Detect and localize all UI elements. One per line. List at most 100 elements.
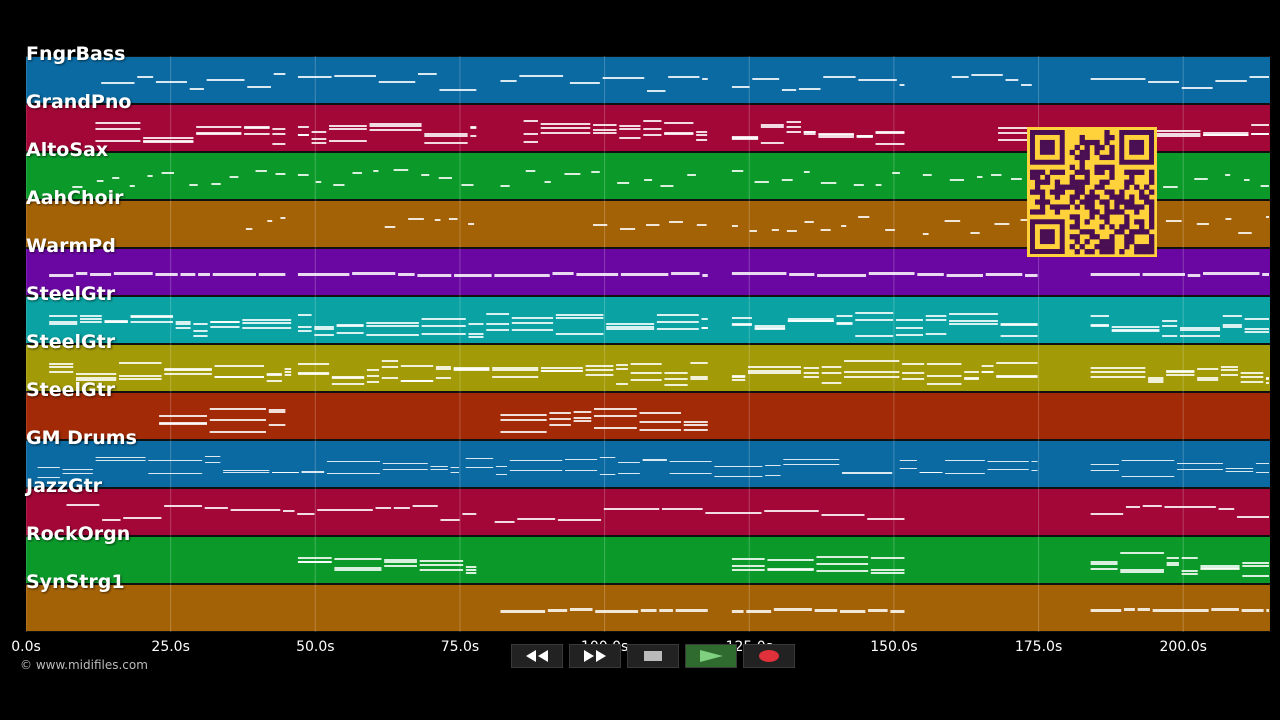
midi-note <box>196 133 242 135</box>
midi-note <box>1225 471 1254 472</box>
midi-note <box>450 467 459 468</box>
midi-note <box>297 330 312 332</box>
midi-note <box>175 323 191 325</box>
midi-note <box>773 608 812 611</box>
midi-note <box>494 274 550 277</box>
midi-note <box>210 321 240 323</box>
midi-note <box>147 175 153 177</box>
midi-note <box>334 567 382 569</box>
midi-note <box>486 313 510 315</box>
midi-note <box>593 415 637 417</box>
midi-note <box>1090 78 1146 80</box>
midi-note <box>500 431 547 433</box>
midi-note <box>899 468 917 469</box>
midi-note <box>557 519 602 521</box>
track-lane <box>26 488 1270 536</box>
midi-note <box>301 472 325 473</box>
midi-note <box>500 414 547 416</box>
midi-note <box>922 174 932 176</box>
midi-note <box>1090 470 1119 471</box>
midi-note <box>1197 377 1219 379</box>
midi-note <box>640 609 657 612</box>
midi-note <box>244 133 270 135</box>
midi-note <box>519 75 564 77</box>
midi-note <box>616 364 628 366</box>
play-button[interactable] <box>685 644 737 668</box>
track-label: RockOrgn <box>26 523 131 545</box>
midi-note <box>1255 472 1269 473</box>
midi-note <box>101 82 135 84</box>
midi-note <box>297 326 312 328</box>
midi-note <box>1162 335 1178 337</box>
midi-note <box>875 131 905 133</box>
midi-note <box>1090 371 1146 373</box>
midi-note <box>1200 565 1240 567</box>
midi-note <box>565 459 598 460</box>
midi-note <box>643 134 662 136</box>
midi-note <box>1251 133 1269 135</box>
midi-note <box>731 324 752 326</box>
midi-note <box>998 132 1050 134</box>
midi-note <box>642 460 667 461</box>
midi-note <box>573 420 592 422</box>
midi-note <box>465 467 494 468</box>
midi-note <box>462 513 477 515</box>
midi-note <box>868 272 915 275</box>
midi-note <box>821 366 842 368</box>
midi-note <box>754 327 786 329</box>
midi-note <box>714 476 763 477</box>
midi-note <box>1165 220 1182 222</box>
midi-note <box>555 333 604 335</box>
fast-forward-icon <box>584 650 606 662</box>
midi-note <box>696 139 708 141</box>
midi-note <box>1240 381 1264 383</box>
midi-note <box>204 456 221 457</box>
midi-note <box>49 323 78 325</box>
midi-note <box>994 223 1010 225</box>
midi-note <box>661 508 703 510</box>
midi-note <box>468 336 484 338</box>
midi-note <box>789 273 815 276</box>
midi-note <box>242 327 292 329</box>
midi-note <box>540 123 591 125</box>
midi-note <box>593 129 617 131</box>
midi-note <box>747 366 801 368</box>
midi-note <box>314 334 334 336</box>
midi-note <box>664 133 694 135</box>
midi-note <box>49 363 74 365</box>
midi-note <box>804 221 814 223</box>
rewind-button[interactable] <box>511 644 563 668</box>
midi-note <box>212 273 256 276</box>
midi-note <box>1090 315 1109 317</box>
midi-note <box>382 469 428 470</box>
midi-note <box>996 362 1038 364</box>
midi-note <box>1200 568 1240 570</box>
midi-note <box>266 373 282 375</box>
midi-note <box>164 369 212 371</box>
fast-forward-button[interactable] <box>569 644 621 668</box>
midi-note <box>412 505 438 507</box>
midi-note <box>669 473 712 474</box>
midi-note <box>949 320 998 322</box>
midi-note <box>949 313 998 315</box>
midi-note <box>366 369 380 371</box>
midi-note <box>417 73 437 75</box>
midi-note <box>400 380 434 382</box>
midi-note <box>870 572 905 574</box>
midi-note <box>547 609 568 612</box>
midi-note <box>669 221 683 223</box>
midi-note <box>926 383 962 385</box>
midi-note <box>143 137 194 139</box>
track-lane <box>26 536 1270 584</box>
midi-note <box>297 561 332 563</box>
stop-button[interactable] <box>627 644 679 668</box>
record-button[interactable] <box>743 644 795 668</box>
midi-note <box>820 182 837 184</box>
midi-note <box>540 367 583 369</box>
midi-note <box>602 77 645 79</box>
midi-note <box>925 319 947 321</box>
midi-note <box>189 184 198 186</box>
midi-note <box>858 216 870 218</box>
midi-note <box>1244 318 1269 320</box>
midi-note <box>1220 374 1238 376</box>
